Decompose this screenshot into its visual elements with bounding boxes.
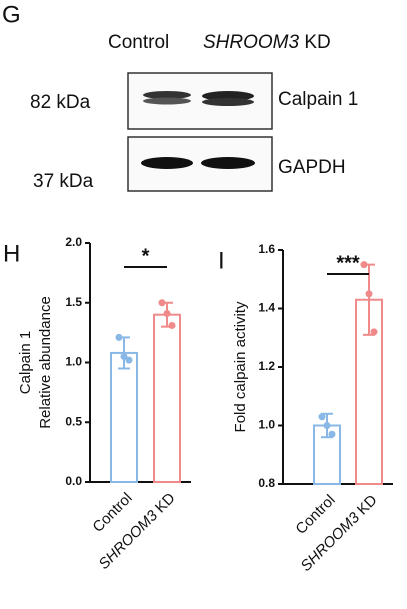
- data-point: [120, 353, 128, 361]
- panel-label: I: [218, 247, 225, 274]
- protein-label: GAPDH: [278, 157, 346, 178]
- y-tick-label: 1.0: [65, 355, 82, 369]
- size-label: 82 kDa: [30, 92, 91, 113]
- protein-label: Calpain 1: [278, 89, 358, 110]
- gene-name: SHROOM3: [203, 32, 300, 53]
- x-tick-label: SHROOM3KD: [297, 492, 380, 575]
- data-point: [115, 333, 123, 341]
- y-axis-label: Calpain 1: [17, 331, 34, 394]
- panel-label: H: [3, 240, 20, 267]
- panel-label: G: [2, 1, 21, 28]
- y-tick-label: 1.2: [258, 359, 275, 373]
- size-label: 37 kDa: [33, 171, 94, 192]
- data-point: [328, 430, 336, 438]
- data-point: [365, 290, 373, 298]
- lane-label: SHROOM3 KD: [203, 32, 331, 53]
- y-tick-label: 0.0: [65, 474, 82, 488]
- data-point: [158, 299, 166, 307]
- y-axis-label: Relative abundance: [37, 296, 54, 429]
- category-suffix: KD: [354, 492, 381, 519]
- lane-suffix: KD: [304, 32, 330, 53]
- y-tick-label: 1.0: [258, 418, 275, 432]
- significance-label: ***: [336, 252, 360, 274]
- data-point: [125, 356, 133, 364]
- bands: [141, 91, 255, 169]
- y-axis-label: Fold calpain activity: [232, 301, 249, 432]
- y-tick-label: 1.4: [258, 301, 275, 315]
- lane-label: Control: [108, 32, 169, 53]
- data-point: [370, 328, 378, 336]
- significance-label: *: [142, 245, 150, 267]
- y-tick-label: 1.5: [65, 295, 82, 309]
- data-point: [323, 422, 331, 429]
- data-point: [168, 321, 176, 329]
- bar: [153, 313, 181, 484]
- y-tick-label: 0.8: [258, 476, 275, 490]
- y-tick-label: 2.0: [65, 235, 82, 249]
- category-suffix: KD: [152, 490, 179, 517]
- data-point: [318, 413, 326, 421]
- y-tick-label: 0.5: [65, 414, 82, 428]
- data-point: [163, 310, 171, 318]
- bar: [110, 351, 138, 483]
- data-point: [360, 261, 368, 269]
- y-tick-label: 1.6: [258, 242, 275, 256]
- x-tick-label: SHROOM3KD: [95, 490, 178, 573]
